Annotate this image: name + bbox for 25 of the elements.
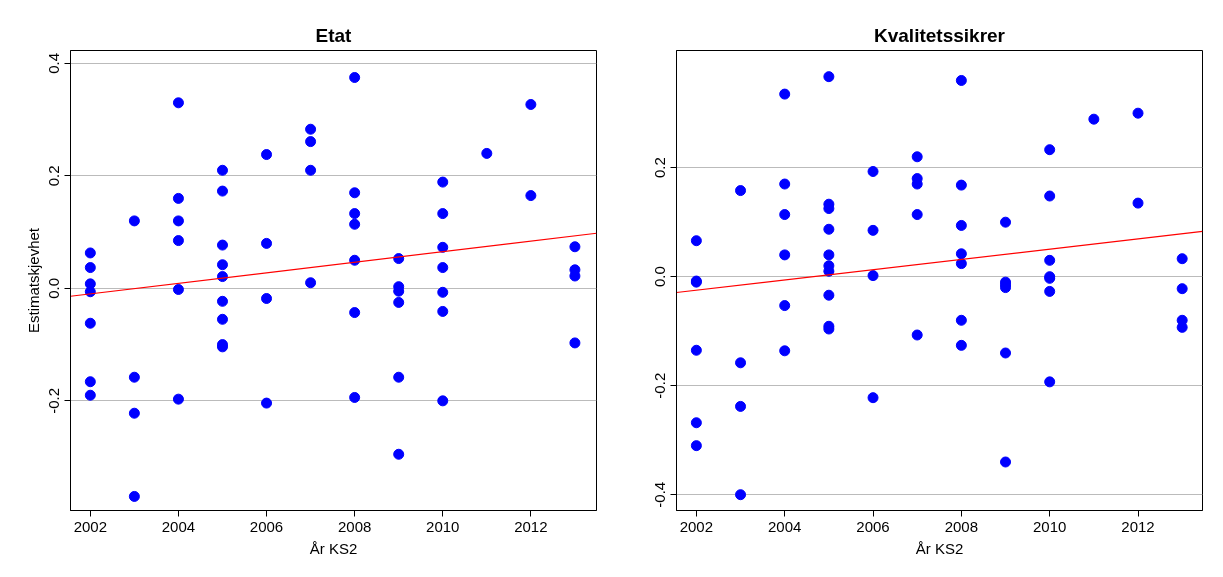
y-tick-label: -0.2 bbox=[651, 372, 669, 399]
y-axis-title: Estimatskjevhet bbox=[24, 227, 42, 334]
x-tick-label: 2004 bbox=[768, 517, 802, 535]
x-axis-title: År KS2 bbox=[309, 539, 358, 557]
y-tick-label: -0.2 bbox=[45, 387, 63, 414]
chart-title: Etat bbox=[315, 24, 353, 46]
x-tick-label: 2010 bbox=[1033, 517, 1067, 535]
x-tick-label: 2010 bbox=[426, 517, 460, 535]
y-tick-label: 0.4 bbox=[45, 53, 63, 74]
x-tick-label: 2002 bbox=[73, 517, 108, 535]
x-tick-label: 2008 bbox=[337, 517, 372, 535]
x-tick-label: 2002 bbox=[679, 517, 714, 535]
x-tick-label: 2006 bbox=[249, 517, 284, 535]
y-tick-label: 0.0 bbox=[651, 266, 669, 288]
x-axis-title: År KS2 bbox=[915, 539, 964, 557]
y-tick-label: -0.4 bbox=[651, 481, 669, 508]
x-tick-label: 2008 bbox=[944, 517, 979, 535]
y-tick-label: 0.2 bbox=[651, 157, 669, 179]
x-tick-label: 2012 bbox=[1121, 517, 1155, 535]
y-tick-label: 0.2 bbox=[45, 165, 63, 187]
x-tick-label: 2006 bbox=[856, 517, 890, 535]
x-tick-label: 2012 bbox=[514, 517, 548, 535]
chart-title: Kvalitetssikrer bbox=[874, 24, 1006, 46]
y-tick-label: 0.0 bbox=[45, 277, 63, 299]
x-tick-label: 2004 bbox=[161, 517, 196, 535]
